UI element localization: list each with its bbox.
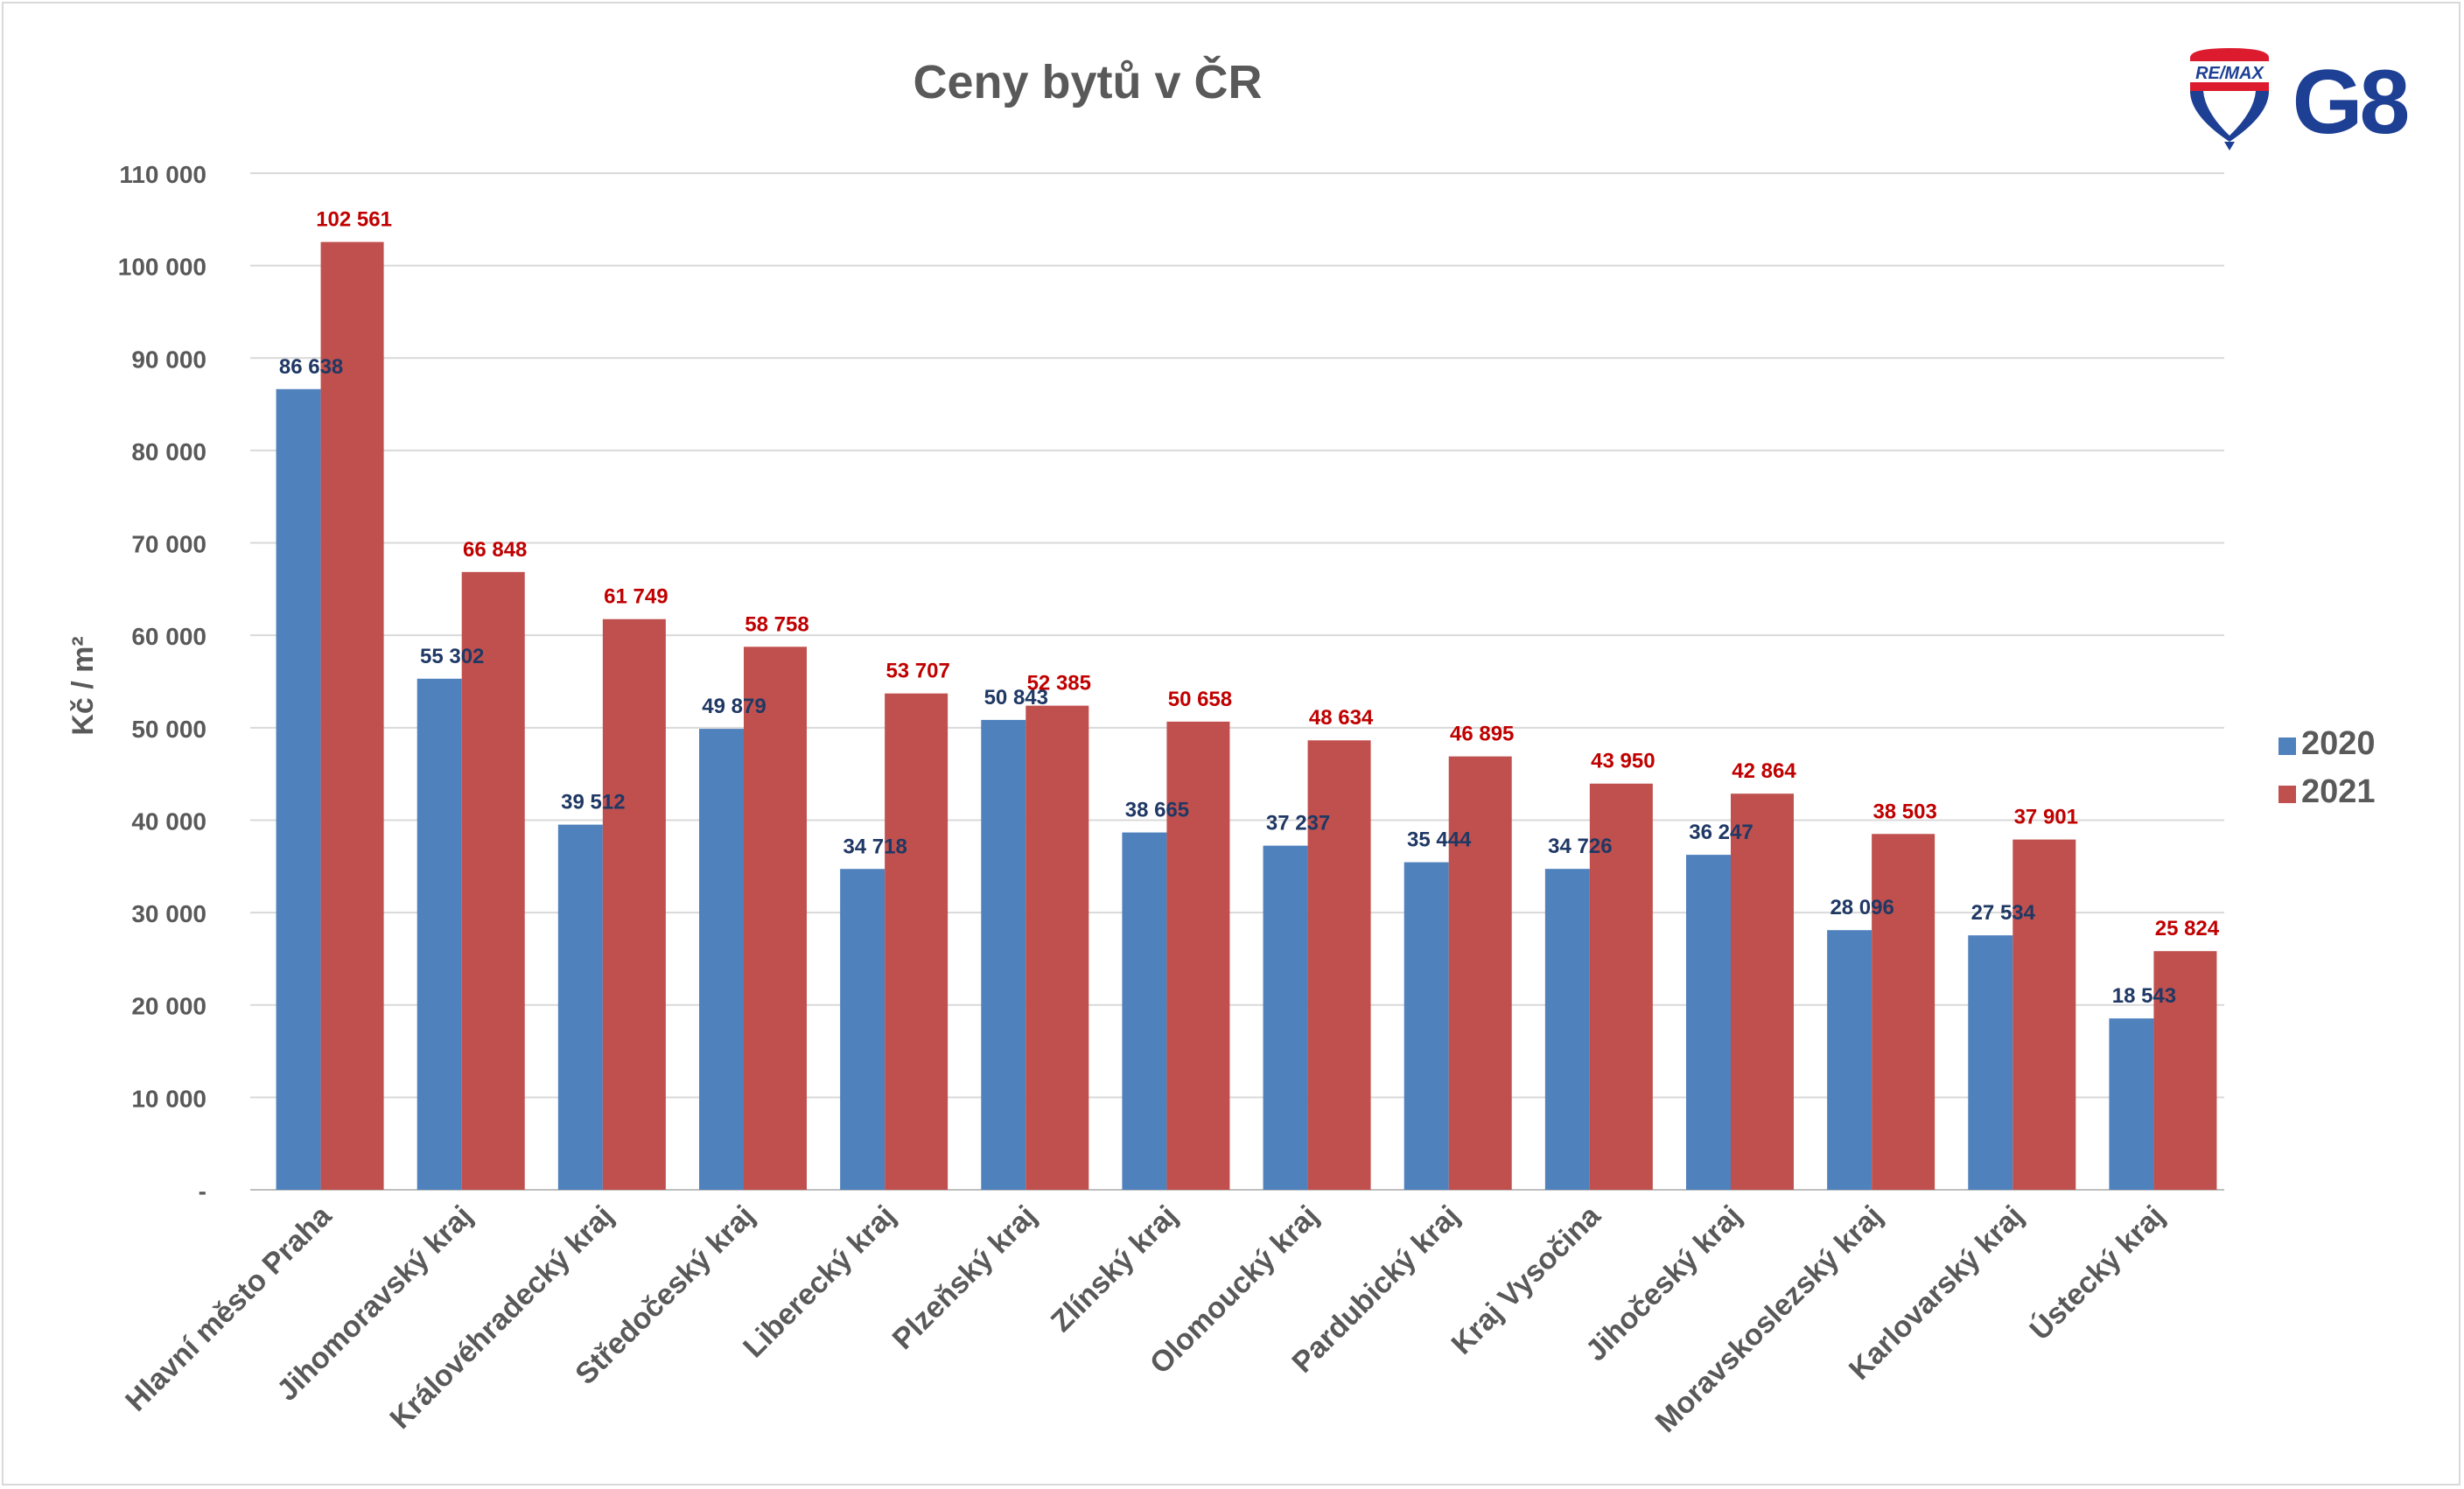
data-label-2020: 49 879 (702, 695, 766, 718)
y-tick-label: 90 000 (131, 346, 206, 373)
bar-2020 (1122, 832, 1167, 1190)
data-label-2020: 18 543 (2112, 984, 2176, 1008)
y-tick-label: 30 000 (131, 900, 206, 927)
bar-2020 (2109, 1018, 2154, 1190)
data-label-2020: 86 638 (279, 355, 343, 379)
bars (276, 241, 2217, 1190)
data-label-2021: 25 824 (2155, 917, 2220, 940)
bar-2020 (557, 824, 603, 1190)
bar-2020 (276, 388, 321, 1190)
data-label-2021: 66 848 (463, 538, 527, 562)
bar-2021 (1872, 834, 1936, 1190)
legend-swatch (2278, 786, 2296, 803)
data-label-2020: 39 512 (561, 791, 625, 814)
bar-2021 (744, 647, 807, 1190)
data-label-2020: 27 534 (1971, 901, 2036, 925)
data-label-2021: 48 634 (1309, 706, 1374, 730)
office-name-text: G8 (2292, 52, 2408, 153)
bar-2020 (1686, 855, 1731, 1190)
remax-g8-logo: RE/MAX G8 (2188, 48, 2412, 153)
chart-title: Ceny bytů v ČR (913, 55, 1262, 108)
data-labels: 86 638 102 561 55 302 66 848 39 512 61 749 49 … (279, 208, 2220, 1009)
bar-2020 (1827, 930, 1872, 1190)
bar-2020 (840, 869, 886, 1190)
y-tick-label: 110 000 (119, 161, 206, 188)
y-axis-ticks: - 10 000 20 000 30 000 40 000 50 000 60 000 70 … (118, 161, 206, 1205)
y-tick-label: 70 000 (131, 531, 206, 558)
legend: 2020 2021 (2278, 725, 2376, 810)
data-label-2020: 35 444 (1407, 828, 1472, 852)
bar-2021 (602, 619, 666, 1190)
x-tick-label: Zlínský kraj (1045, 1199, 1184, 1339)
legend-label: 2020 (2301, 725, 2376, 762)
y-tick-label: 60 000 (131, 623, 206, 650)
bar-2021 (1448, 756, 1512, 1190)
remax-balloon-icon: RE/MAX (2188, 48, 2271, 150)
bar-2021 (885, 693, 948, 1190)
bar-2020 (1544, 869, 1590, 1190)
legend-swatch (2278, 738, 2296, 755)
x-tick-label: Moravskoslezský kraj (1649, 1199, 1889, 1439)
x-tick-label: Plzeňský kraj (886, 1199, 1043, 1356)
y-tick-label: 20 000 (131, 993, 206, 1020)
data-label-2021: 37 901 (2014, 806, 2078, 829)
data-label-2020: 37 237 (1266, 812, 1330, 835)
data-label-2020: 55 302 (420, 645, 484, 668)
data-label-2021: 102 561 (316, 208, 392, 232)
x-tick-label: Liberecký kraj (737, 1199, 902, 1365)
bar-2021 (1589, 783, 1653, 1190)
data-label-2021: 50 658 (1168, 688, 1232, 711)
legend-label: 2021 (2301, 773, 2376, 810)
data-label-2020: 34 726 (1548, 835, 1612, 858)
data-label-2021: 61 749 (604, 585, 668, 609)
data-label-2020: 36 247 (1689, 821, 1753, 844)
remax-brand-text: RE/MAX (2195, 64, 2264, 83)
y-tick-label: - (199, 1178, 206, 1205)
bar-2021 (461, 571, 525, 1190)
bar-2020 (1968, 935, 2013, 1190)
y-tick-label: 40 000 (131, 807, 206, 835)
y-tick-label: 80 000 (131, 438, 206, 465)
y-tick-label: 100 000 (118, 254, 206, 281)
y-tick-label: 50 000 (131, 716, 206, 743)
bar-2021 (1026, 705, 1089, 1190)
bar-2021 (2012, 839, 2076, 1190)
data-label-2020: 28 096 (1830, 896, 1894, 919)
bar-2020 (416, 678, 462, 1190)
x-tick-label: Kraj Vysočina (1446, 1199, 1608, 1361)
data-label-2020: 34 718 (843, 835, 906, 858)
bar-2020 (1404, 862, 1449, 1190)
bar-2021 (1731, 793, 1794, 1190)
data-label-2020: 38 665 (1125, 799, 1189, 822)
bar-2021 (2153, 951, 2217, 1190)
y-tick-label: 10 000 (131, 1085, 206, 1112)
data-label-2021: 58 758 (745, 612, 808, 636)
bar-2020 (981, 719, 1026, 1190)
data-label-2021: 43 950 (1591, 750, 1655, 773)
bar-2020 (699, 729, 744, 1190)
data-label-2021: 42 864 (1732, 759, 1796, 783)
bar-2021 (1166, 721, 1230, 1190)
data-label-2021: 52 385 (1027, 672, 1091, 696)
bar-2021 (320, 241, 384, 1190)
x-tick-label: Ústecký kraj (2024, 1199, 2172, 1347)
y-axis-label: Kč / m² (66, 636, 100, 735)
data-label-2021: 46 895 (1450, 723, 1514, 746)
data-label-2021: 53 707 (886, 660, 949, 683)
bar-2020 (1263, 845, 1308, 1190)
data-label-2021: 38 503 (1872, 800, 1936, 823)
data-label-2020: 50 843 (984, 686, 1048, 710)
bar-2021 (1307, 740, 1371, 1190)
